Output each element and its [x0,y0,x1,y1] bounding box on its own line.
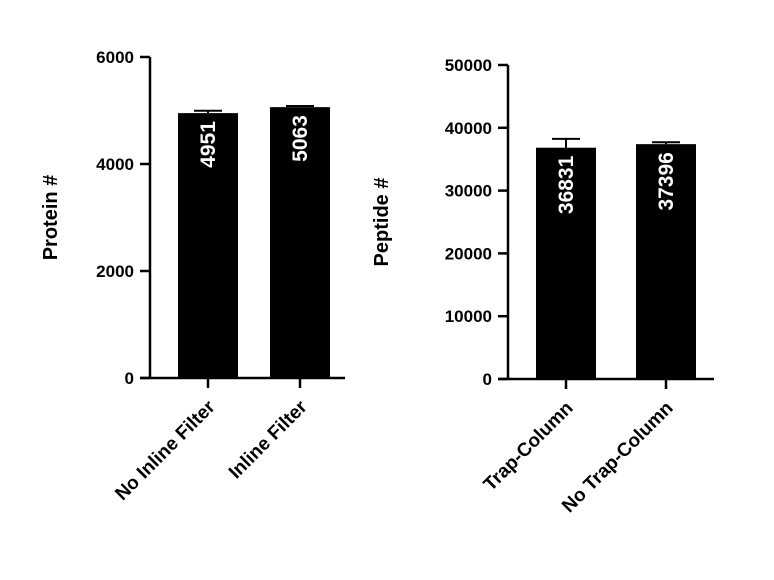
protein-bar-0 [178,113,238,379]
peptide-bar-1 [636,144,696,379]
peptide-y-tick-label-1: 10000 [445,307,492,326]
protein-bar-1 [270,107,330,378]
peptide-y-tick-label-3: 30000 [445,182,492,201]
protein-y-tick-label-1: 2000 [96,262,134,281]
protein-y-tick-label-2: 4000 [96,155,134,174]
peptide-data-label-1: 37396 [655,152,678,210]
peptide-category-label-1: No Trap-Column [558,398,677,517]
peptide-y-tick-label-2: 20000 [445,244,492,263]
peptide-y-tick-label-5: 50000 [445,56,492,75]
peptide-data-label-0: 36831 [555,155,578,214]
peptide-y-tick-label-0: 0 [483,370,492,389]
protein-data-label-0: 4951 [197,121,220,168]
peptide-bar-0 [536,147,596,379]
protein-category-label-1: Inline Filter [225,396,312,483]
protein-y-axis-title: Protein # [40,175,62,261]
protein-chart-panel: 4951 No Inline Filter 5063 Inline Filter 0 20… [40,48,345,505]
peptide-category-label-0: Trap-Column [480,398,578,496]
protein-data-label-1: 5063 [289,115,312,162]
peptide-y-axis-title: Peptide # [371,178,393,267]
protein-category-label-0: No Inline Filter [111,396,220,505]
peptide-y-tick-label-4: 40000 [445,119,492,138]
protein-y-tick-label-3: 6000 [96,48,134,67]
protein-y-tick-label-0: 0 [125,369,134,388]
peptide-chart-panel: 36831 Trap-Column 37396 No Trap-Column 0 1000… [371,56,714,517]
